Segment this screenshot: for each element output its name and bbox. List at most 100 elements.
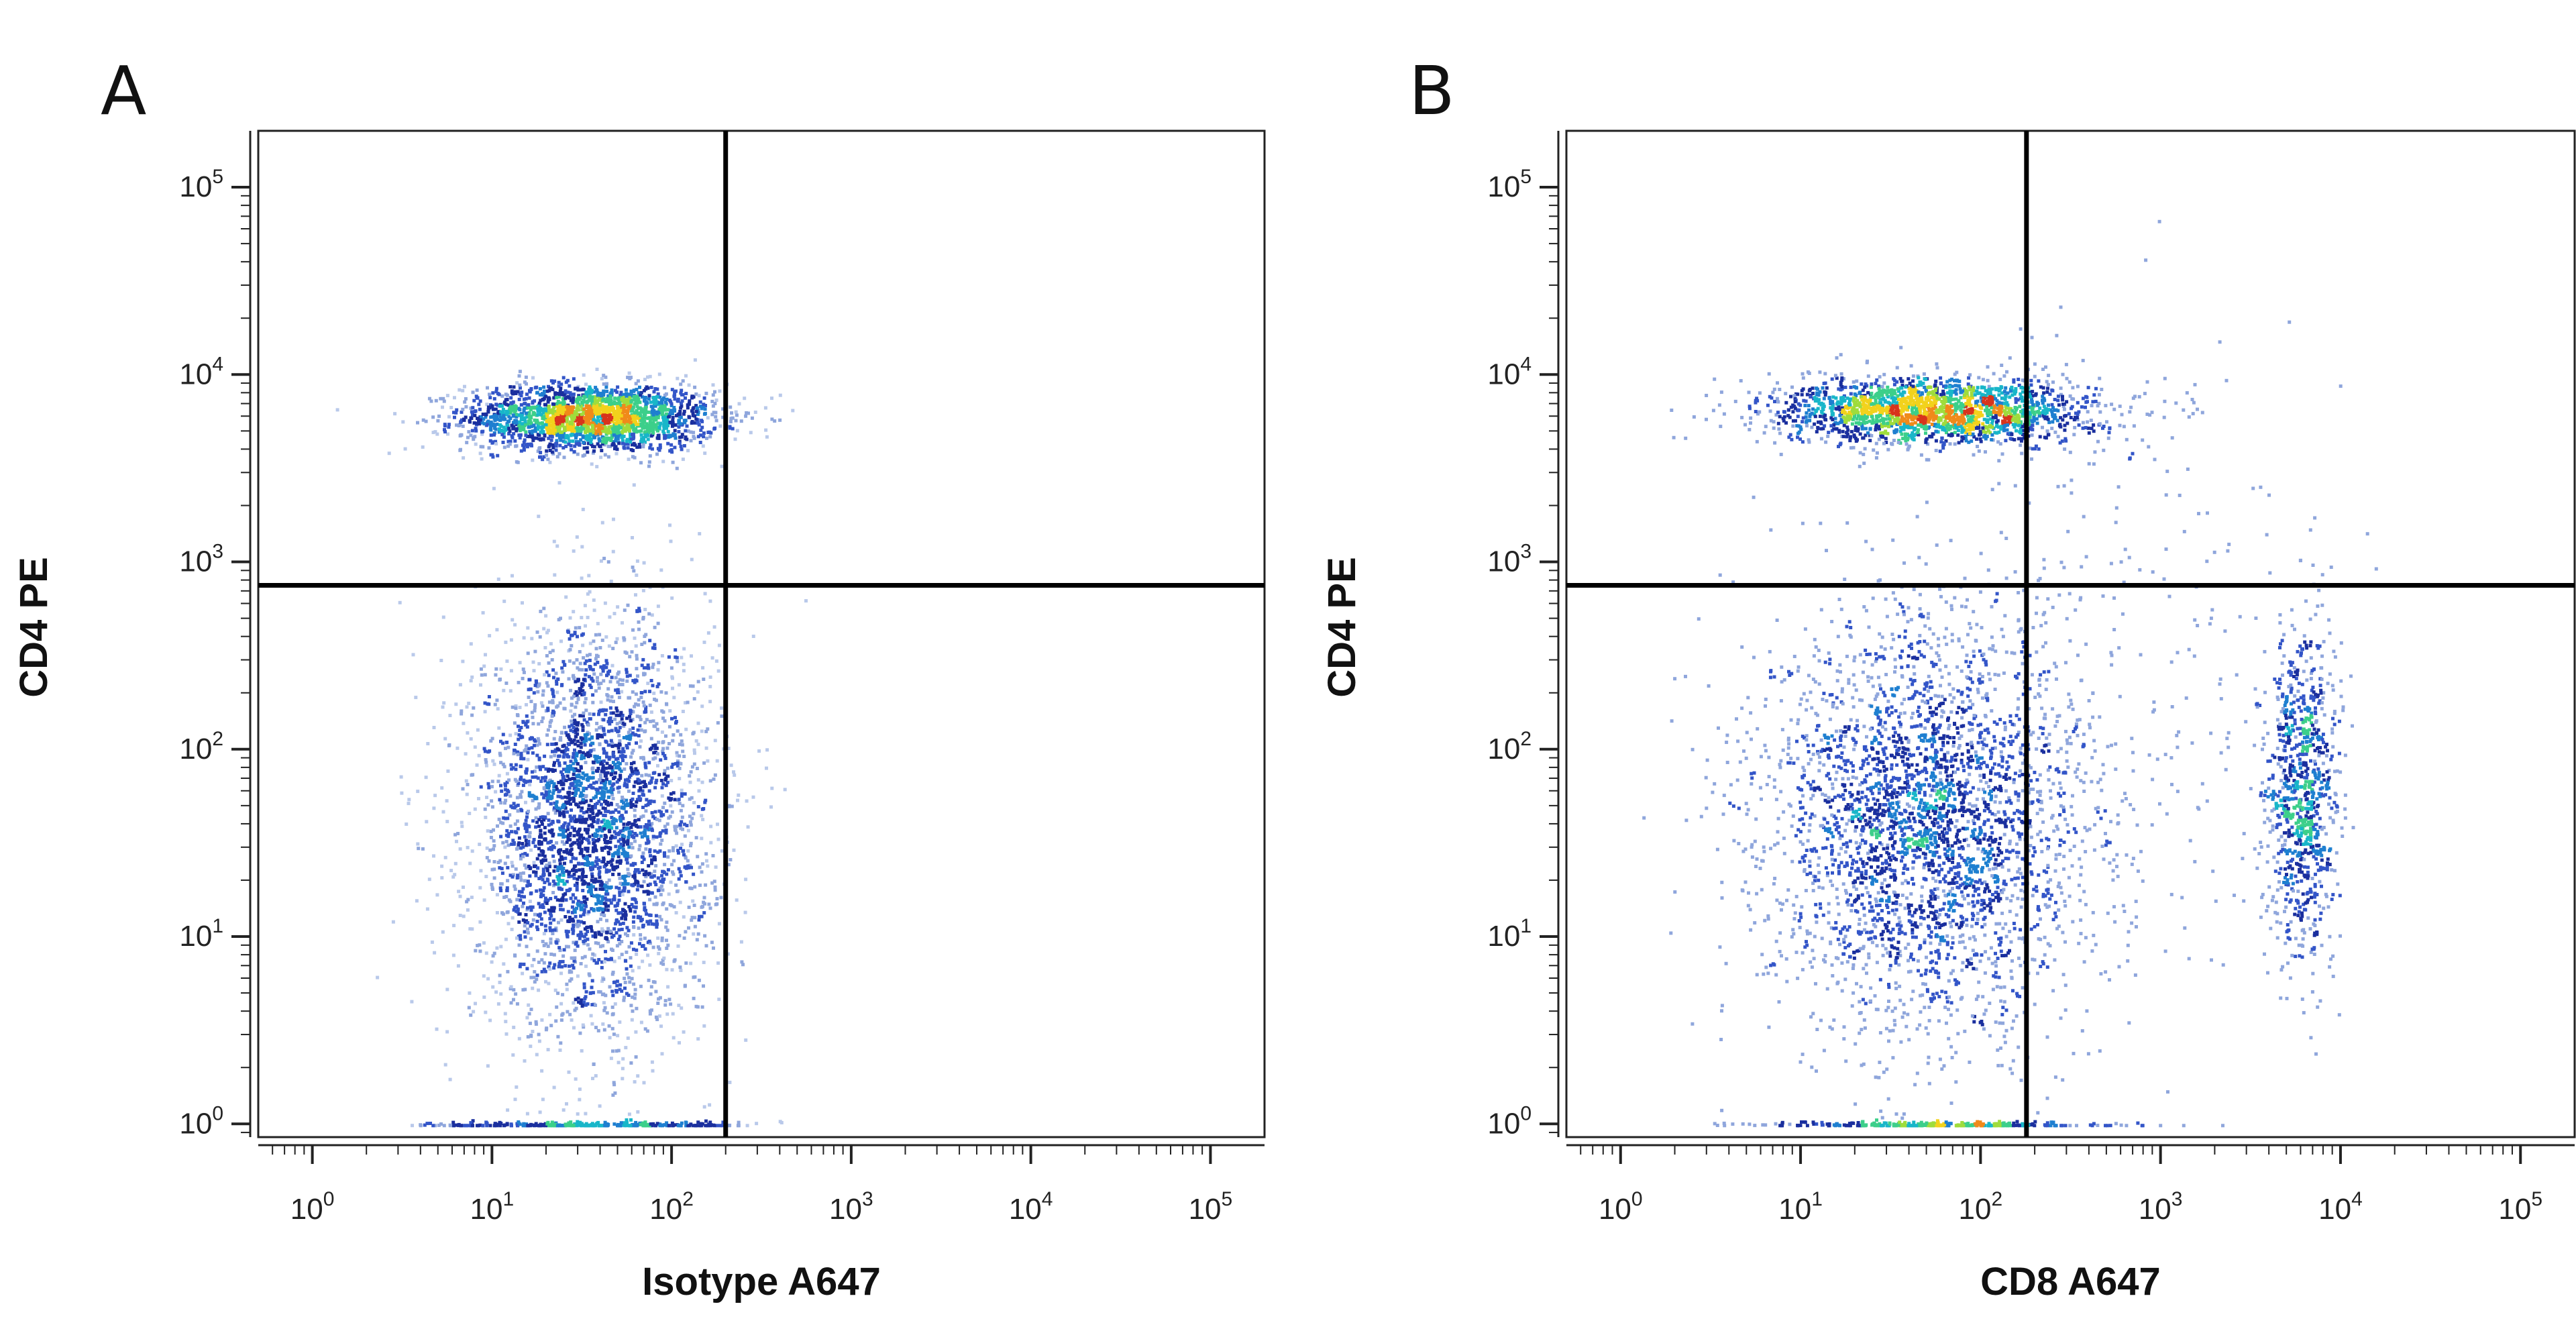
event-dot [485, 403, 489, 407]
event-dot [570, 415, 574, 419]
event-dot [602, 747, 606, 751]
event-dot [627, 1112, 631, 1116]
event-dot [578, 687, 582, 691]
event-dot [645, 798, 649, 802]
event-dot [675, 824, 679, 829]
event-dot [584, 659, 588, 663]
event-dot [580, 820, 584, 824]
event-dot [578, 827, 582, 831]
event-dot [513, 721, 517, 725]
event-dot [682, 755, 686, 758]
event-dot [639, 915, 643, 919]
event-dot [729, 763, 733, 767]
event-dot [462, 456, 466, 460]
event-dot [591, 786, 595, 790]
event-dot [600, 394, 604, 398]
event-dot [631, 433, 634, 437]
event-dot [581, 867, 585, 871]
event-dot [484, 415, 488, 419]
event-dot [673, 397, 677, 401]
event-dot [653, 725, 657, 729]
event-dot [517, 413, 521, 417]
event-dot [564, 779, 568, 782]
event-dot [627, 392, 631, 396]
event-dot [545, 799, 549, 803]
event-dot [710, 413, 714, 417]
event-dot [589, 440, 593, 444]
event-dot [656, 945, 660, 949]
event-dot [621, 875, 625, 880]
event-dot [539, 780, 543, 783]
event-dot [580, 668, 584, 672]
event-dot [542, 606, 546, 610]
event-dot [563, 425, 567, 429]
event-dot [616, 1061, 621, 1065]
event-dot [599, 880, 603, 884]
event-dot [703, 451, 707, 456]
event-dot [570, 407, 574, 411]
event-dot [659, 842, 663, 846]
event-dot [597, 682, 601, 686]
event-dot [487, 702, 491, 706]
event-dot [544, 409, 548, 413]
event-dot [528, 1021, 532, 1025]
event-dot [669, 400, 673, 404]
event-dot [765, 766, 768, 770]
event-dot [610, 432, 614, 436]
event-dot [704, 798, 708, 802]
event-dot [521, 853, 525, 857]
event-dot [623, 996, 626, 1000]
event-dot [621, 441, 625, 445]
event-dot [669, 880, 673, 884]
event-dot [574, 1006, 578, 1010]
event-dot [740, 960, 744, 964]
event-dot [553, 801, 557, 805]
event-dot [572, 729, 576, 733]
event-dot [570, 433, 574, 436]
event-dot [640, 663, 644, 668]
event-dot [642, 831, 646, 835]
event-dot [602, 1001, 606, 1005]
event-dot [735, 898, 739, 902]
event-dot [469, 1013, 473, 1017]
event-dot [529, 433, 533, 437]
event-dot [669, 409, 672, 413]
event-dot [678, 934, 682, 938]
event-dot [535, 436, 539, 440]
event-dot [636, 379, 640, 383]
event-dot [654, 781, 658, 785]
event-dot [629, 712, 633, 716]
event-dot [653, 880, 657, 884]
event-dot [511, 426, 515, 430]
event-dot [528, 429, 532, 433]
event-dot [643, 635, 647, 638]
event-dot [631, 1009, 635, 1013]
event-dot [526, 422, 530, 426]
event-dot [521, 887, 525, 891]
event-dot [524, 818, 528, 822]
event-dot [602, 718, 606, 722]
event-dot [550, 742, 554, 746]
event-dot [565, 733, 569, 737]
event-dot [693, 916, 697, 920]
event-dot [639, 414, 643, 417]
event-dot [498, 404, 502, 408]
event-dot [684, 392, 688, 396]
event-dot [657, 408, 661, 412]
event-dot [516, 873, 520, 877]
event-dot [700, 407, 704, 411]
event-dot [574, 735, 578, 739]
event-dot [610, 407, 613, 411]
event-dot [600, 848, 604, 852]
event-dot [533, 418, 537, 422]
event-dot [508, 987, 513, 991]
event-dot [467, 1006, 471, 1010]
event-dot [613, 717, 617, 721]
event-dot [583, 955, 587, 959]
event-dot [527, 864, 531, 868]
event-dot [647, 871, 651, 875]
event-dot [610, 793, 614, 797]
event-dot [707, 902, 711, 906]
event-dot [599, 700, 603, 704]
event-dot [553, 865, 557, 869]
